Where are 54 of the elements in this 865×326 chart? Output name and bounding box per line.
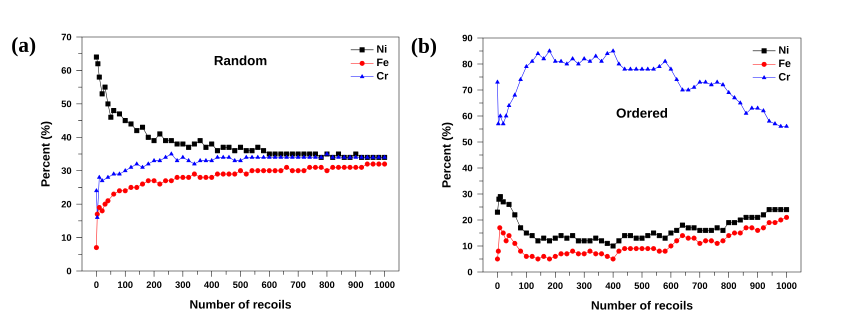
x-tick-label: 100 bbox=[519, 282, 534, 289]
y-tick-label: 90 bbox=[462, 34, 472, 42]
x-tick-label: 800 bbox=[319, 281, 334, 288]
y-tick-label: 30 bbox=[462, 190, 472, 198]
y-tick-label: 0 bbox=[468, 268, 472, 276]
y-tick-label: 20 bbox=[62, 200, 72, 208]
x-tick-label: 300 bbox=[576, 282, 592, 290]
x-tick-label: 900 bbox=[750, 282, 766, 289]
y-tick-label: 30 bbox=[61, 167, 72, 174]
x-axis-title: Number of recoils bbox=[592, 300, 693, 310]
x-tick-label: 500 bbox=[634, 282, 650, 289]
annotation: Random bbox=[214, 56, 266, 66]
legend-label: Fe bbox=[779, 60, 791, 68]
y-tick-label: 60 bbox=[462, 112, 472, 120]
legend-label: Ni bbox=[377, 44, 386, 53]
y-axis-title: Percent (%) bbox=[40, 122, 52, 186]
y-tick-label: 40 bbox=[61, 134, 72, 141]
y-tick-label: 20 bbox=[462, 216, 472, 224]
x-tick-label: 300 bbox=[175, 281, 190, 288]
y-tick-label: 40 bbox=[462, 164, 472, 172]
x-tick-label: 900 bbox=[348, 281, 364, 288]
text: (b) bbox=[412, 38, 436, 58]
legend-label: Ni bbox=[779, 46, 788, 54]
y-tick-label: 60 bbox=[62, 67, 72, 74]
y-tick-label: 10 bbox=[462, 242, 472, 250]
legend-label: Cr bbox=[376, 72, 388, 80]
x-tick-label: 800 bbox=[721, 282, 736, 289]
y-tick-label: 10 bbox=[62, 234, 72, 241]
annotation: Ordered bbox=[616, 108, 668, 118]
x-tick-label: 400 bbox=[605, 282, 620, 289]
legend-label: Cr bbox=[778, 73, 790, 81]
y-tick-label: 0 bbox=[66, 268, 72, 274]
x-tick-label: 0 bbox=[94, 281, 99, 288]
x-tick-label: 400 bbox=[204, 281, 220, 288]
x-tick-label: 600 bbox=[262, 281, 277, 288]
x-axis-title: Number of recoils bbox=[190, 300, 292, 309]
y-tick-label: 50 bbox=[62, 100, 72, 108]
x-tick-label: 1000 bbox=[374, 281, 395, 288]
x-tick-label: 200 bbox=[548, 282, 563, 289]
x-tick-label: 0 bbox=[495, 282, 500, 289]
x-tick-label: 700 bbox=[692, 282, 708, 289]
y-tick-label: 50 bbox=[462, 138, 472, 146]
x-tick-label: 600 bbox=[663, 282, 678, 289]
y-tick-label: 70 bbox=[62, 34, 72, 40]
x-tick-label: 700 bbox=[290, 281, 306, 288]
legend-label: Fe bbox=[377, 58, 389, 66]
x-tick-label: 1000 bbox=[776, 282, 797, 289]
x-tick-label: 100 bbox=[118, 281, 133, 288]
x-tick-label: 500 bbox=[233, 281, 248, 288]
y-tick-label: 70 bbox=[462, 86, 472, 94]
y-axis-title: Percent (%) bbox=[442, 122, 454, 188]
x-tick-label: 200 bbox=[146, 281, 162, 288]
text: (a) bbox=[12, 37, 36, 56]
y-tick-label: 80 bbox=[462, 60, 472, 68]
